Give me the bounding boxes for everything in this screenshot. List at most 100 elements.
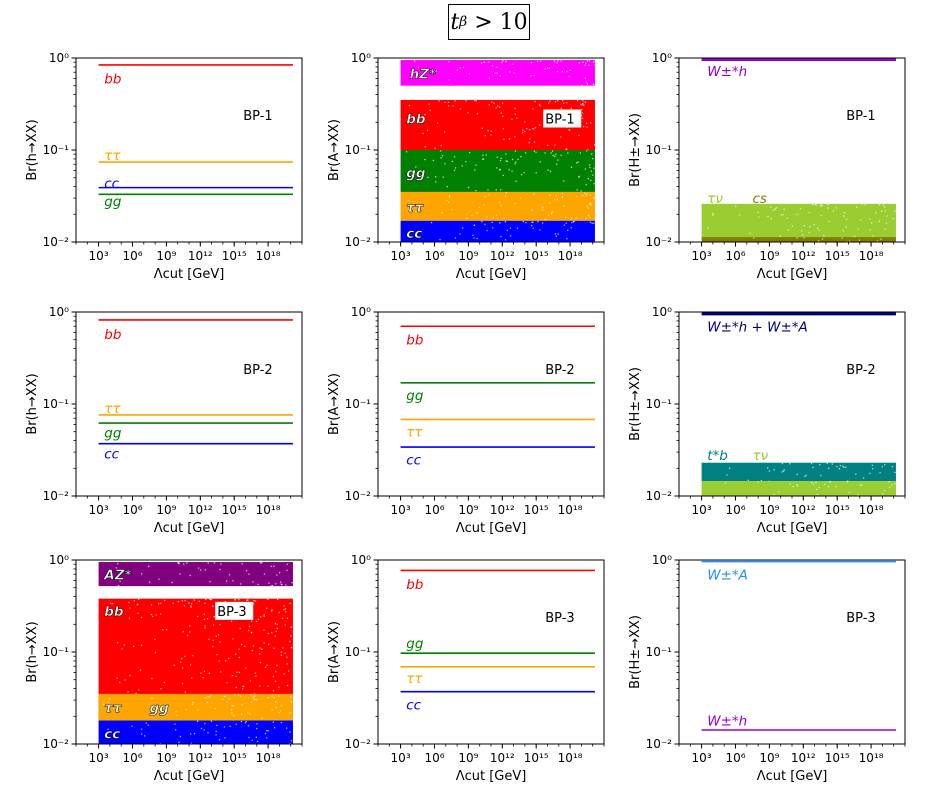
band-point (261, 717, 263, 719)
band-point (591, 153, 593, 155)
band-point (228, 574, 231, 576)
band-point (589, 202, 592, 205)
band-point (533, 141, 536, 143)
band-point (245, 570, 248, 572)
band-point (580, 190, 582, 192)
panel-r1c2: 10⁻² 10⁻¹ 10⁰ 10³ 10⁶ 10⁹ 10¹² 10¹⁵ 10¹⁸ Λcut [Ge… (327, 51, 605, 282)
band-point (586, 83, 589, 85)
band-point (275, 583, 277, 585)
band-point (549, 170, 552, 173)
band-point (481, 158, 484, 160)
series-label: hZ* (410, 66, 436, 82)
band-point (500, 157, 502, 160)
band-point (560, 136, 562, 138)
band-point (590, 204, 592, 206)
band-point (467, 186, 470, 189)
band-point (150, 604, 153, 606)
x-tick-label: 10³ (692, 249, 712, 263)
band-point (267, 697, 270, 699)
band-point (448, 79, 450, 81)
plot-area (400, 569, 595, 693)
band-point (787, 229, 789, 231)
band-point (227, 657, 230, 660)
band-point (223, 695, 226, 698)
band-point (424, 146, 426, 148)
band-point (279, 710, 282, 712)
band-point (255, 675, 257, 677)
band-point (495, 189, 497, 191)
series-label: bb (406, 111, 426, 127)
x-tick-label: 10¹⁵ (222, 503, 247, 517)
band-ττ (400, 191, 595, 221)
band-point (212, 624, 215, 626)
band-point (190, 605, 192, 607)
band-point (179, 735, 182, 738)
band-point (206, 701, 208, 704)
band-point (882, 204, 885, 206)
band-point (290, 646, 293, 649)
band-point (800, 230, 803, 232)
band-point (773, 493, 775, 496)
band-point (247, 711, 249, 714)
band-point (499, 222, 501, 224)
band-point (846, 481, 848, 483)
band-point (532, 108, 534, 110)
band-point (484, 195, 486, 198)
band-point (567, 229, 569, 232)
y-axis-label: Br(A→XX) (327, 373, 342, 435)
band-point (439, 150, 442, 152)
series-label: gg (406, 388, 424, 404)
band-point (796, 473, 798, 476)
x-axis-label: Λcut [GeV] (456, 267, 527, 282)
band-point (532, 127, 534, 130)
series-label: bb (104, 327, 121, 343)
band-point (843, 466, 845, 468)
band-point (110, 602, 112, 604)
band-point (273, 565, 275, 567)
band-point (550, 152, 552, 154)
band-point (773, 209, 775, 211)
band-point (567, 152, 569, 154)
band-point (197, 709, 199, 711)
band-point (150, 613, 153, 616)
band-point (568, 75, 570, 78)
band-point (832, 210, 834, 212)
y-axis-label: Br(h→XX) (25, 373, 40, 434)
band-point (253, 699, 256, 701)
y-tick-label: 10⁻¹ (345, 397, 372, 411)
band-point (444, 163, 446, 165)
band-point (564, 216, 567, 219)
band-point (266, 664, 268, 666)
band-point (107, 701, 109, 703)
band-point (440, 144, 443, 147)
band-point (232, 705, 235, 707)
x-tick-label: 10¹⁵ (524, 503, 549, 517)
band-point (461, 165, 463, 167)
y-tick-label: 10⁻² (43, 235, 70, 249)
band-point (174, 723, 176, 725)
band-point (487, 130, 489, 132)
band-point (544, 68, 546, 70)
band-point (224, 695, 227, 697)
band-point (434, 176, 437, 178)
band-point (547, 169, 549, 171)
band-point (230, 620, 233, 622)
band-point (872, 235, 874, 237)
band-point (547, 214, 550, 216)
band-point (831, 463, 833, 465)
series-label: bb (104, 604, 124, 620)
band-point (496, 167, 498, 169)
band-point (506, 160, 509, 163)
band-point (174, 729, 177, 731)
band-point (177, 562, 179, 564)
band-point (521, 132, 524, 134)
band-point (261, 562, 263, 564)
band-point (171, 581, 173, 584)
band-point (164, 599, 166, 602)
band-point (178, 562, 180, 565)
y-axis-label: Br(h→XX) (25, 119, 40, 180)
band-point (572, 221, 575, 223)
band-point (267, 632, 269, 635)
band-point (490, 130, 492, 132)
y-tick-label: 10⁻¹ (43, 397, 70, 411)
